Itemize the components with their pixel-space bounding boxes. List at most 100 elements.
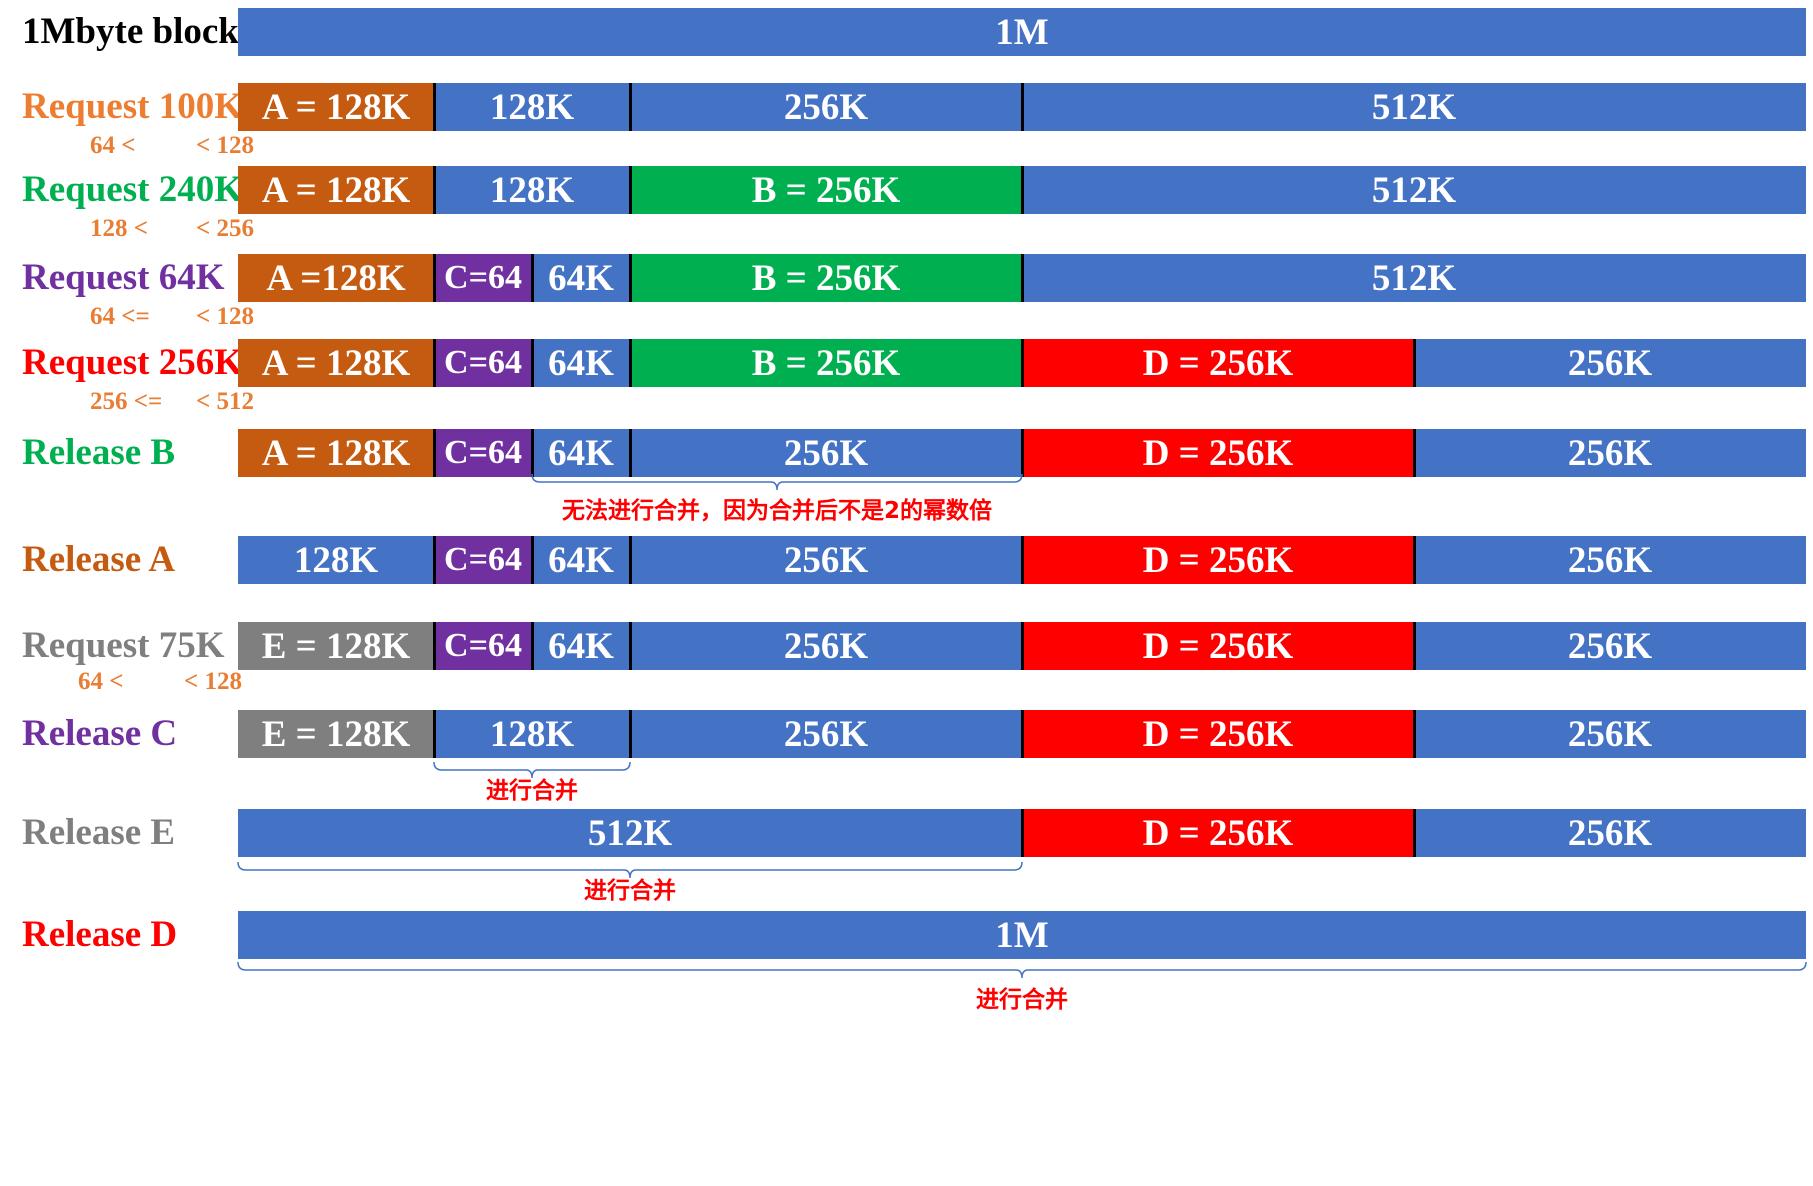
block-C-64k: C=64: [434, 536, 532, 584]
row-label-release-a: Release A: [22, 539, 176, 580]
range-lower-bound: 128 <: [90, 215, 148, 242]
block-divider: [628, 710, 632, 758]
block-free-256k: 256K: [1414, 622, 1806, 670]
range-upper-bound: < 512: [196, 388, 254, 415]
block-free-1024k: 1M: [238, 8, 1806, 56]
row-label-1mbyte-block: 1Mbyte block: [22, 11, 239, 52]
block-divider: [628, 536, 632, 584]
block-divider: [1020, 710, 1024, 758]
block-divider: [432, 83, 436, 131]
block-divider: [530, 622, 534, 670]
block-B-256k: B = 256K: [630, 339, 1022, 387]
block-free-128k: 128K: [238, 536, 434, 584]
range-upper-bound: < 128: [196, 303, 254, 330]
block-free-256k: 256K: [630, 429, 1022, 477]
row-label-release-e: Release E: [22, 812, 176, 853]
block-D-256k: D = 256K: [1022, 339, 1414, 387]
block-free-512k: 512K: [1022, 83, 1806, 131]
block-E-128k: E = 128K: [238, 622, 434, 670]
row-label-request-240k: Request 240K: [22, 169, 243, 210]
block-divider: [530, 429, 534, 477]
range-upper-bound: < 128: [196, 132, 254, 159]
range-lower-bound: 64 <=: [90, 303, 150, 330]
row-label-request-75k: Request 75K: [22, 625, 225, 666]
merge-note: 进行合并: [486, 778, 578, 804]
block-divider: [1020, 254, 1024, 302]
merge-brace: [531, 473, 1023, 491]
block-divider: [432, 429, 436, 477]
block-divider: [530, 536, 534, 584]
block-free-256k: 256K: [630, 622, 1022, 670]
range-lower-bound: 256 <=: [90, 388, 163, 415]
block-free-256k: 256K: [630, 536, 1022, 584]
merge-note: 进行合并: [976, 987, 1068, 1013]
block-B-256k: B = 256K: [630, 166, 1022, 214]
block-divider: [1412, 710, 1416, 758]
merge-brace: [237, 861, 1023, 879]
row-label-request-100k: Request 100K: [22, 86, 243, 127]
row-label-release-b: Release B: [22, 432, 176, 473]
block-divider: [1020, 536, 1024, 584]
block-divider: [1020, 429, 1024, 477]
block-free-512k: 512K: [1022, 254, 1806, 302]
block-D-256k: D = 256K: [1022, 809, 1414, 857]
row-label-release-c: Release C: [22, 713, 178, 754]
range-lower-bound: 64 <: [90, 132, 136, 159]
block-A-128k: A = 128K: [238, 429, 434, 477]
row-label-request-64k: Request 64K: [22, 257, 225, 298]
merge-brace: [433, 761, 631, 779]
block-divider: [1412, 622, 1416, 670]
block-divider: [432, 166, 436, 214]
block-D-256k: D = 256K: [1022, 429, 1414, 477]
block-free-64k: 64K: [532, 339, 630, 387]
block-divider: [1020, 809, 1024, 857]
block-free-64k: 64K: [532, 536, 630, 584]
block-divider: [628, 166, 632, 214]
block-B-256k: B = 256K: [630, 254, 1022, 302]
row-label-request-256k: Request 256K: [22, 342, 243, 383]
block-free-64k: 64K: [532, 254, 630, 302]
block-divider: [432, 339, 436, 387]
block-free-256k: 256K: [630, 83, 1022, 131]
block-A-128k: A = 128K: [238, 166, 434, 214]
block-divider: [530, 339, 534, 387]
block-A-128k: A = 128K: [238, 83, 434, 131]
block-divider: [628, 83, 632, 131]
row-label-release-d: Release D: [22, 914, 178, 955]
block-free-512k: 512K: [1022, 166, 1806, 214]
block-free-128k: 128K: [434, 83, 630, 131]
block-free-128k: 128K: [434, 710, 630, 758]
block-D-256k: D = 256K: [1022, 622, 1414, 670]
block-divider: [1020, 166, 1024, 214]
block-divider: [1020, 339, 1024, 387]
range-upper-bound: < 128: [184, 668, 242, 695]
block-free-256k: 256K: [1414, 339, 1806, 387]
range-upper-bound: < 256: [196, 215, 254, 242]
range-lower-bound: 64 <: [78, 668, 124, 695]
merge-brace: [237, 961, 1807, 979]
block-divider: [432, 536, 436, 584]
block-free-256k: 256K: [1414, 429, 1806, 477]
block-free-256k: 256K: [1414, 536, 1806, 584]
block-A-128k: A = 128K: [238, 339, 434, 387]
block-free-128k: 128K: [434, 166, 630, 214]
block-divider: [1412, 809, 1416, 857]
block-divider: [1020, 83, 1024, 131]
block-divider: [1412, 429, 1416, 477]
block-divider: [432, 622, 436, 670]
block-divider: [628, 339, 632, 387]
block-divider: [432, 254, 436, 302]
block-free-256k: 256K: [1414, 809, 1806, 857]
block-C-64k: C=64: [434, 622, 532, 670]
block-C-64k: C=64: [434, 254, 532, 302]
merge-note: 无法进行合并，因为合并后不是2的幂数倍: [561, 498, 992, 524]
block-divider: [1412, 536, 1416, 584]
block-divider: [530, 254, 534, 302]
block-free-512k: 512K: [238, 809, 1022, 857]
block-free-64k: 64K: [532, 622, 630, 670]
block-free-256k: 256K: [630, 710, 1022, 758]
block-divider: [432, 710, 436, 758]
block-D-256k: D = 256K: [1022, 710, 1414, 758]
block-divider: [628, 429, 632, 477]
block-A-128k: A =128K: [238, 254, 434, 302]
